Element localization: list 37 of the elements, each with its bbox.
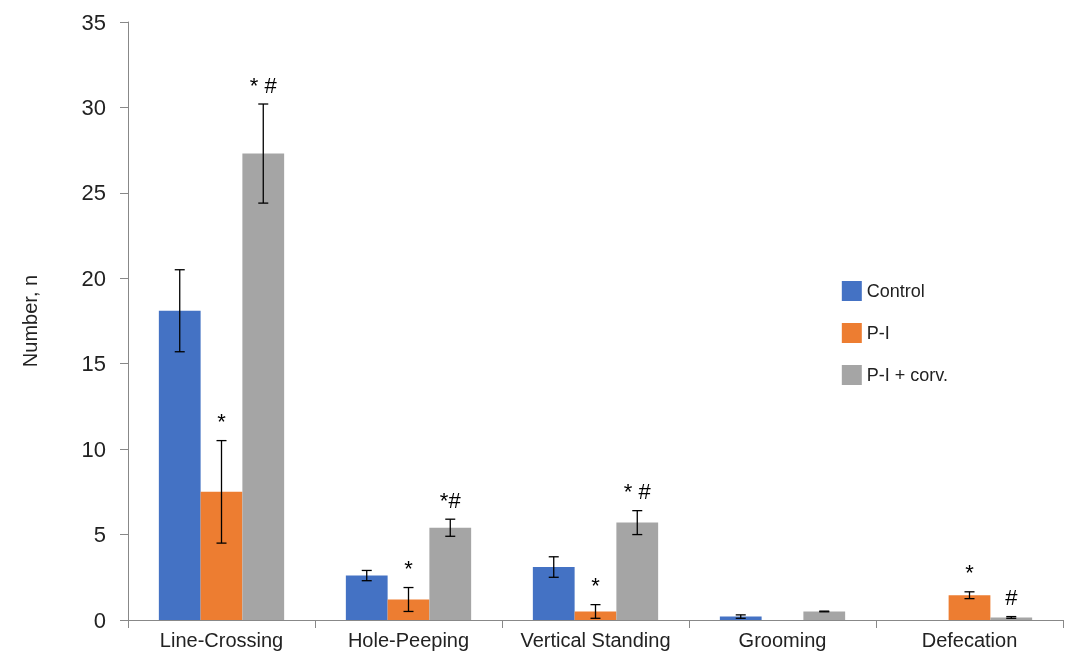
y-tick-label: 0 [93, 607, 106, 633]
data-label: * [217, 409, 227, 435]
y-tick-label: 10 [81, 436, 106, 462]
legend-label: Control [866, 281, 925, 301]
bar [532, 567, 575, 620]
bar [990, 617, 1033, 620]
bar [200, 491, 243, 620]
y-tick-label: 20 [81, 265, 106, 291]
legend-label: P-I [866, 323, 890, 343]
y-tick-label: 15 [81, 351, 106, 377]
bar [803, 611, 846, 620]
bar [616, 522, 659, 620]
x-tick-label: Grooming [738, 629, 827, 651]
data-label: # [1005, 585, 1019, 611]
data-label: * [404, 556, 414, 582]
bar [242, 153, 285, 620]
data-label: *# [439, 487, 462, 513]
bar [345, 575, 388, 620]
x-tick-label: Vertical Standing [520, 629, 671, 651]
x-tick-label: Defecation [921, 629, 1018, 651]
bar [574, 611, 617, 620]
bar [158, 310, 201, 620]
x-tick-label: Line-Crossing [159, 629, 284, 651]
y-tick-label: 25 [81, 180, 106, 206]
data-label: * [965, 560, 975, 586]
x-tick-label: Hole-Peeping [347, 629, 470, 651]
bar [948, 595, 991, 620]
data-label: * # [623, 479, 652, 505]
legend-label: P-I + corv. [866, 365, 948, 385]
data-label: * # [249, 72, 278, 98]
bar [429, 527, 472, 620]
y-tick-label: 30 [81, 94, 106, 120]
bar [387, 599, 430, 620]
y-tick-label: 35 [81, 9, 106, 35]
data-label: * [591, 573, 601, 599]
y-axis-title: Number, n [19, 274, 41, 368]
y-tick-label: 5 [93, 522, 106, 548]
